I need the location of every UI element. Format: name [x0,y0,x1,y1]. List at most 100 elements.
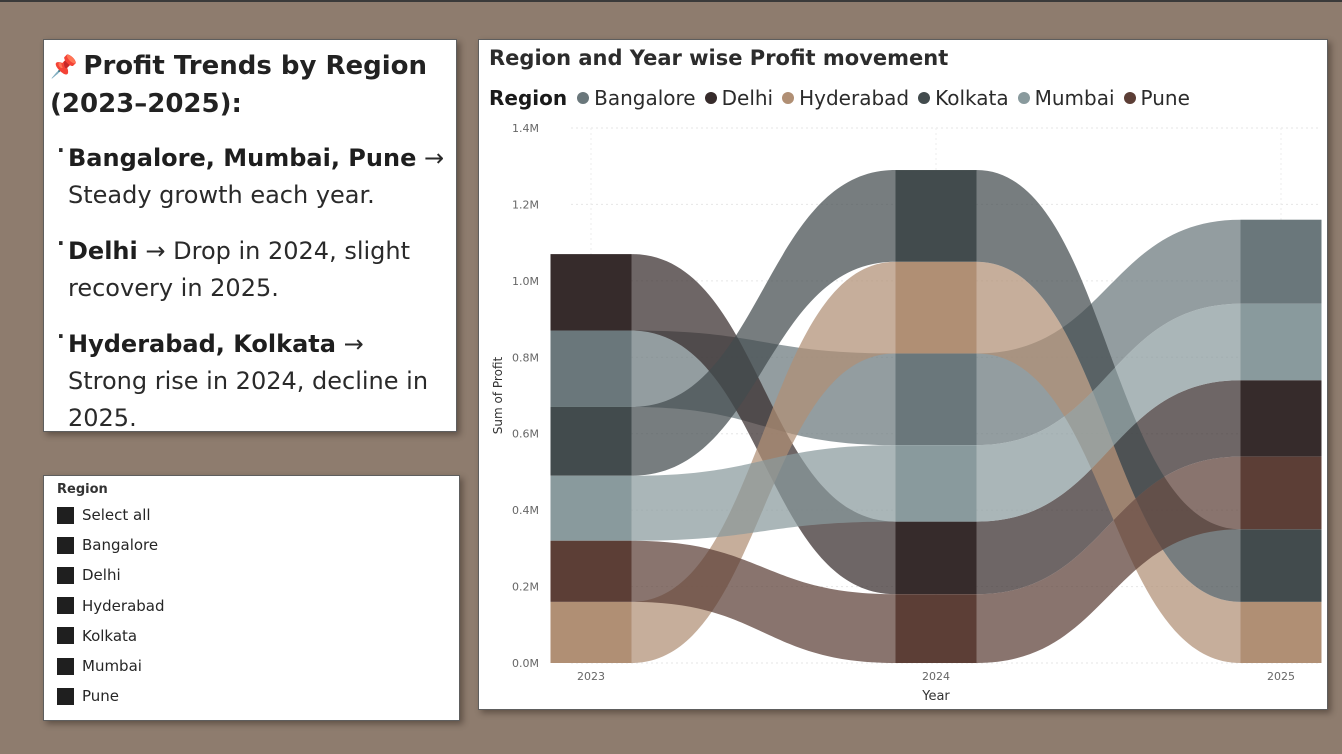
slicer-item-label: Kolkata [82,626,138,645]
bar-segment-kolkata [1240,529,1322,602]
legend-item-kolkata[interactable]: Kolkata [918,86,1009,110]
note-bullet-bold: Delhi [68,237,138,265]
slicer-item-label: Hyderabad [82,596,165,615]
profit-notes-card: 📌Profit Trends by Region (2023–2025): Ba… [43,39,457,432]
slicer-item-delhi[interactable]: Delhi [57,560,459,590]
legend-dot [704,92,717,104]
ribbon-kolkata [631,170,896,476]
ribbon-layer [631,170,1241,663]
bar-segment-kolkata [550,406,632,476]
slicer-title: Region [57,482,108,497]
bar-segment-hyderabad [550,601,632,663]
x-axis-title: Year [921,689,950,704]
y-tick-label: 0.6M [512,428,539,441]
legend-dot [1017,92,1030,104]
notes-title-text: Profit Trends by Region (2023–2025): [50,51,428,119]
bar-segment-pune [550,540,632,602]
checkbox[interactable] [57,627,74,645]
bar-segment-delhi [550,254,632,331]
legend-label: Bangalore [594,86,696,110]
ribbon-mumbai [631,445,896,541]
checkbox[interactable] [57,536,74,554]
note-bullet-text: Strong rise in 2024, decline in 2025. [68,367,429,432]
legend-dot [918,92,931,104]
legend-dot [782,92,795,104]
ribbon-hyderabad [976,261,1241,663]
legend-item-mumbai[interactable]: Mumbai [1017,86,1115,110]
slicer-item-label: Select all [82,506,151,525]
legend-label: Kolkata [935,86,1009,110]
legend-dot [577,92,590,104]
bar-segment-pune [1240,456,1322,530]
slicer-item-kolkata[interactable]: Kolkata [57,621,459,651]
bar-segment-delhi [1240,380,1322,457]
checkbox[interactable] [57,566,74,584]
legend-label: Hyderabad [799,86,910,110]
arrow-text: → [416,144,445,172]
legend-item-pune[interactable]: Pune [1123,86,1190,110]
legend-label: Mumbai [1034,86,1115,110]
bar-segment-delhi [895,521,977,595]
ribbon-pune [631,540,896,663]
y-tick-label: 0.4M [512,504,539,517]
slicer-item-pune[interactable]: Pune [57,681,459,711]
checkbox[interactable] [57,506,74,524]
bar-segment-hyderabad [1240,601,1322,663]
checkbox[interactable] [57,657,74,675]
pin-icon: 📌 [50,55,78,80]
note-bullet: Hyderabad, Kolkata → Strong rise in 2024… [57,318,448,437]
y-tick-label: 1.2M [512,198,539,211]
y-tick-label: 1.4M [512,122,539,135]
note-bullet-bold: Hyderabad, Kolkata [68,330,336,358]
slicer-item-hyderabad[interactable]: Hyderabad [57,591,459,621]
y-axis-title: Sum of Profit [491,357,505,435]
bar-segment-hyderabad [895,261,977,354]
note-bullet: Bangalore, Mumbai, Pune → Steady growth … [57,132,448,214]
y-tick-label: 0.8M [512,351,539,364]
notes-bullets: Bangalore, Mumbai, Pune → Steady growth … [50,132,448,437]
ribbon-bangalore [976,219,1241,446]
slicer-item-label: Mumbai [82,657,142,676]
ribbon-chart-card: 0.0M 0.2M 0.4M 0.6M 0.8M 1.0M 1.2M 1.4M 2023 2024… [478,39,1328,710]
bar-segment-mumbai [550,475,632,541]
note-bullet: Delhi → Drop in 2024, slight recovery in… [57,225,448,307]
note-bullet-text: Steady growth each year. [68,181,375,209]
legend-item-bangalore[interactable]: Bangalore [577,86,696,110]
chart-title: Region and Year wise Profit movement [489,46,949,70]
legend-label: Pune [1140,86,1190,110]
note-bullet-bold: Bangalore, Mumbai, Pune [68,144,417,172]
bar-segment-bangalore [895,353,977,446]
legend-item-delhi[interactable]: Delhi [704,86,774,110]
region-slicer: Region Select all Bangalore Delhi Hydera… [43,475,460,721]
chart-legend: Region Bangalore Delhi Hyderabad Kolkata… [489,86,1199,110]
bar-segment-kolkata [895,170,977,262]
bar-segment-mumbai [895,445,977,522]
legend-title: Region [489,86,568,110]
bar-segment-mumbai [1240,303,1322,381]
ribbon-chart: 0.0M 0.2M 0.4M 0.6M 0.8M 1.0M 1.2M 1.4M 2023 2024… [491,122,1322,704]
y-tick-label: 0.2M [512,581,539,594]
notes-title: 📌 Profit Trends by Region (2023–2025): [50,48,448,123]
slicer-item-bangalore[interactable]: Bangalore [57,530,459,560]
slicer-item-label: Delhi [82,566,121,585]
checkbox[interactable] [57,687,74,705]
slicer-item-label: Bangalore [82,536,159,555]
legend-item-hyderabad[interactable]: Hyderabad [782,86,909,110]
arrow-text: → [137,237,174,265]
bar-segment-pune [895,594,977,663]
slicer-item-mumbai[interactable]: Mumbai [57,651,459,681]
x-tick-label: 2023 [577,670,605,683]
top-border [0,0,1342,2]
note-bullet-text: Drop in 2024, slight recovery in 2025. [68,237,411,302]
ribbon-pune [976,456,1241,663]
bar-segment-bangalore [550,330,632,407]
checkbox[interactable] [57,597,74,615]
slicer-item-label: Pune [82,687,120,706]
y-tick-label: 1.0M [512,275,539,288]
legend-dot [1123,92,1136,104]
y-tick-label: 0.0M [512,657,539,670]
slicer-item-select-all[interactable]: Select all [57,500,459,530]
x-tick-label: 2025 [1267,670,1295,683]
legend-label: Delhi [721,86,774,110]
arrow-text: → [335,330,364,358]
